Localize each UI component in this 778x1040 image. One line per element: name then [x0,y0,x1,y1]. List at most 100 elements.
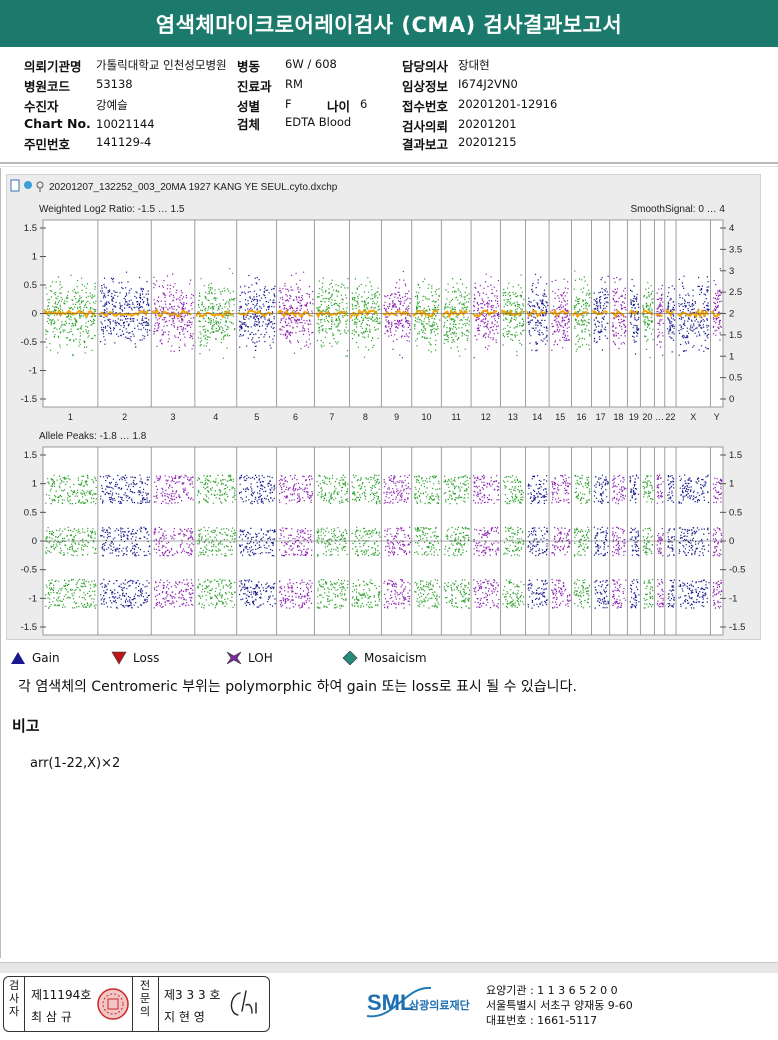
chromosome-label: 20 [642,412,652,422]
allele-right-tick: 0.5 [729,507,742,518]
chr-1-log2-points [45,274,97,357]
chr-4-allele-points [196,474,236,609]
allele-peaks-label: Allele Peaks: -1.8 … 1.8 [39,431,147,442]
chr-19-log2-points [629,278,640,355]
log2-tick: 0.5 [24,280,37,291]
chr-2-allele-points [99,474,151,609]
chr-9-allele-points [383,474,411,609]
info-label: 결과보고 [402,137,449,152]
chr-2-smooth-line [98,310,149,318]
chromosome-label: 14 [532,412,542,422]
specialist-label: 전문의 [139,979,151,1018]
info-label: Chart No. [24,116,91,131]
chromosome-label: 6 [293,412,298,422]
triangle-down-icon [111,651,127,665]
info-value: RM [285,77,303,91]
checker-name: 최 삼 규 [31,1010,72,1024]
specialist-number: 제3 3 3 호 [164,988,221,1002]
chromosome-label: 15 [555,412,565,422]
info-value: 20201215 [458,135,517,149]
info-value: F [285,97,292,111]
info-label: 담당의사 [402,59,449,74]
chr-2-log2-points [100,271,151,348]
info-label: 임상정보 [402,79,449,94]
female-icon [36,181,44,189]
smooth-tick: 1.5 [729,330,742,341]
allele-tick: 1.5 [24,450,37,461]
info-value: I674J2VN0 [458,77,518,91]
chr-5-log2-points [238,274,276,358]
allele-tick: -1 [29,593,37,604]
log2-tick: 1 [32,252,37,263]
legend-loss: Loss [111,651,159,665]
info-label: 주민번호 [24,137,71,152]
info-label: 접수번호 [402,99,449,114]
chr-Y-allele-points [712,477,723,609]
chr-22-allele-points [667,475,675,608]
report-title: 염색체마이크로어레이검사 (CMA) 검사결과보고서 [0,0,778,47]
info-label: 수진자 [24,99,59,114]
triangle-up-icon [11,652,25,664]
chr-10-allele-points [414,475,441,609]
smooth-signal-label: SmoothSignal: 0 … 4 [631,204,726,215]
chr-20-log2-points [642,282,654,359]
chromosome-label: 7 [329,412,334,422]
chromosome-label: 18 [613,412,623,422]
chr-6-allele-points [278,474,314,609]
logo-text: SML [367,990,413,1015]
chr-Y-smooth-line [711,310,721,318]
legend-label: Gain [32,651,60,665]
chr-21-log2-points [656,284,664,356]
info-label: 나이 [327,99,351,114]
chromosome-label: 22 [665,412,675,422]
chart-filename: 20201207_132252_003_20MA 1927 KANG YE SE… [49,182,338,193]
chr-3-smooth-line [152,308,192,318]
divider [0,162,778,164]
cma-chart: 20201207_132252_003_20MA 1927 KANG YE SE… [10,179,745,636]
chr-16-allele-points [573,474,591,609]
chr-12-log2-points [473,273,500,359]
info-value: 53138 [96,77,133,91]
chromosome-label: 12 [481,412,491,422]
chromosome-label: 11 [452,412,461,422]
centromere-note: 각 염색체의 Centromeric 부위는 polymorphic 하여 ga… [18,679,577,695]
chromosome-label: X [690,412,696,422]
info-label: 진료과 [237,79,272,94]
chr-13-smooth-line [501,309,524,317]
log2-tick: -1 [29,366,37,377]
info-value: 20201201-12916 [458,97,558,111]
chr-9-log2-points [383,270,411,359]
sml-logo: SML 삼광의료재단 [365,982,483,1026]
allele-tick: 0.5 [24,507,37,518]
signature-box: 검사자 제11194호 최 삼 규 전문의 제3 3 3 호 지 현 영 [3,976,270,1032]
chr-3-allele-points [153,474,194,609]
chr-5-allele-points [238,474,276,608]
chr-Y-log2-points [712,268,722,341]
chr-12-allele-points [473,474,500,609]
cma-chart-panel: 20201207_132252_003_20MA 1927 KANG YE SE… [6,174,761,640]
chr-14-log2-points [527,273,549,352]
org-address-block: 요양기관 : 1 1 3 6 5 2 0 0 서울특별시 서초구 양재동 9-6… [486,983,633,1028]
legend-loh: LOH [226,651,273,665]
chr-8-log2-points [351,277,381,358]
info-value: 141129-4 [96,135,152,149]
remark-text: arr(1-22,X)×2 [30,756,121,771]
chromosome-label: 16 [576,412,586,422]
specialist-name: 지 현 영 [164,1010,205,1024]
smooth-tick: 1 [729,351,734,362]
top-axis-label: Weighted Log2 Ratio: -1.5 … 1.5 [39,204,185,215]
seal-icon [97,988,129,1020]
chr-13-log2-points [502,274,525,357]
org-address: 서울특별시 서초구 양재동 9-60 [486,999,633,1012]
chr-13-allele-points [502,475,525,609]
chromosome-label: 1 [68,412,73,422]
chr-17-log2-points [593,275,609,351]
chromosome-label: Y [714,412,720,422]
legend-mosaicism: Mosaicism [342,651,427,665]
file-icon [10,179,20,192]
checker-label: 검사자 [8,979,20,1018]
smooth-tick: 3.5 [729,244,742,255]
remark-heading: 비고 [12,717,40,735]
legend-label: Loss [133,651,160,665]
allele-tick: 1 [32,479,37,490]
